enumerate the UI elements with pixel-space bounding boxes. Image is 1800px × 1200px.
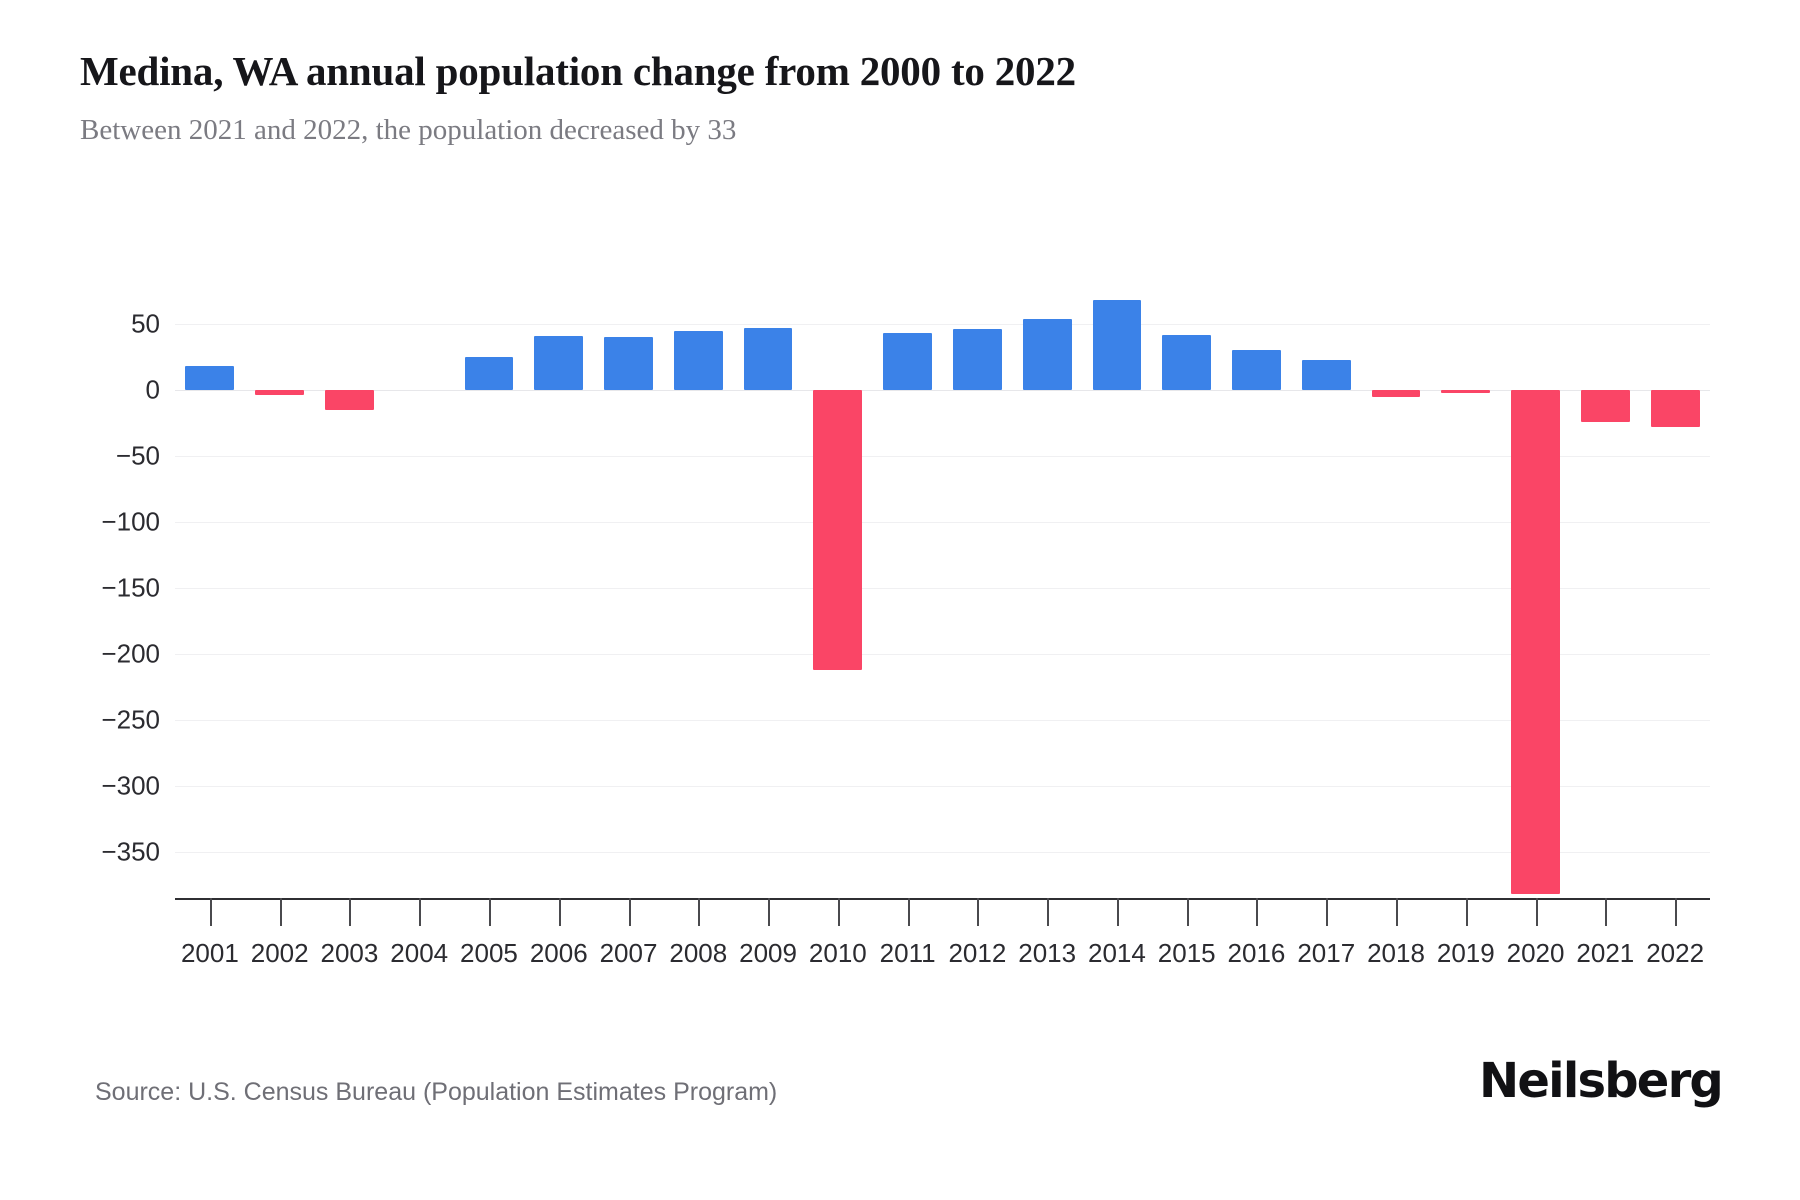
bar-2003[interactable]	[325, 390, 374, 410]
chart-subtitle: Between 2021 and 2022, the population de…	[80, 114, 737, 147]
source-note: Source: U.S. Census Bureau (Population E…	[95, 1078, 778, 1106]
bar-2016[interactable]	[1232, 350, 1281, 390]
bar-2012[interactable]	[952, 329, 1002, 390]
x-axis-tick-label: 2006	[529, 938, 588, 968]
brand-logo: Neilsberg	[1479, 1053, 1724, 1109]
bar-2018[interactable]	[1371, 390, 1421, 397]
x-axis-tick-label: 2010	[808, 938, 867, 968]
gridline	[175, 456, 1710, 457]
y-axis-tick-labels: 50 0 −50 −100 −150 −200 −250 −300 −350	[70, 0, 160, 1200]
x-axis-tick-mark	[1535, 898, 1538, 926]
x-axis-tick-label: 2018	[1367, 938, 1425, 968]
x-axis-tick-mark	[558, 898, 561, 926]
bar-2010[interactable]	[813, 390, 863, 670]
x-axis-tick-mark	[1675, 898, 1678, 926]
x-axis-tick-label: 2007	[599, 938, 658, 968]
page-title: Medina, WA annual population change from…	[80, 48, 1076, 94]
bar-2011[interactable]	[883, 333, 933, 390]
x-axis-tick-label: 2016	[1227, 938, 1286, 968]
x-axis-tick-label: 2009	[739, 938, 797, 968]
x-axis-tick-mark	[1326, 898, 1329, 926]
x-axis-tick-mark	[907, 898, 910, 926]
y-axis-tick-label: −350	[101, 836, 160, 867]
x-axis-tick-label: 2015	[1157, 938, 1216, 968]
x-axis-tick-mark	[768, 898, 771, 926]
x-axis-line	[175, 898, 1710, 900]
x-axis-tick-label: 2017	[1297, 938, 1356, 968]
bar-2013[interactable]	[1022, 318, 1072, 390]
bar-2020[interactable]	[1511, 390, 1560, 895]
x-axis-tick-mark	[488, 898, 491, 926]
x-axis-tick-mark	[1605, 898, 1608, 926]
x-axis-tick-label: 2002	[250, 938, 309, 968]
zero-line	[175, 390, 1710, 391]
x-axis-tick-mark	[1116, 898, 1119, 926]
x-axis-tick-label: 2019	[1436, 938, 1495, 968]
y-axis-tick-label: −50	[115, 440, 160, 471]
x-axis-tick-mark	[349, 898, 352, 926]
bar-2022[interactable]	[1650, 390, 1700, 427]
x-axis-tick-label: 2001	[180, 938, 239, 968]
bar-2014[interactable]	[1092, 300, 1142, 390]
gridline	[175, 654, 1710, 655]
y-axis-tick-label: −300	[101, 770, 160, 801]
bar-2021[interactable]	[1580, 390, 1630, 422]
y-axis-tick-label: 50	[131, 308, 160, 339]
x-axis-tick-mark	[837, 898, 840, 926]
x-axis-tick-mark	[419, 898, 422, 926]
y-axis-tick-label: −150	[101, 572, 160, 603]
bar-2009[interactable]	[743, 327, 793, 390]
x-axis-tick-mark	[698, 898, 701, 926]
bar-2002[interactable]	[255, 390, 305, 396]
x-axis-tick-mark	[628, 898, 631, 926]
x-axis-tick-label: 2014	[1088, 938, 1146, 968]
x-axis-tick-label: 2004	[390, 938, 449, 968]
x-axis-tick-mark	[1256, 898, 1259, 926]
x-axis-tick-label: 2020	[1506, 938, 1565, 968]
x-axis-tick-mark	[1186, 898, 1189, 926]
x-axis-tick-label: 2003	[320, 938, 379, 968]
gridline	[175, 852, 1710, 853]
gridline	[175, 720, 1710, 721]
bar-2015[interactable]	[1162, 334, 1212, 390]
bar-2019[interactable]	[1441, 390, 1491, 393]
x-axis-tick-mark	[1465, 898, 1468, 926]
bar-2005[interactable]	[464, 357, 514, 390]
chart-header: Medina, WA annual population change from…	[80, 48, 1730, 148]
gridline	[175, 522, 1710, 523]
bar-2006[interactable]	[534, 335, 584, 390]
y-axis-tick-label: −200	[101, 638, 160, 669]
gridline	[175, 588, 1710, 589]
x-axis-tick-label: 2012	[948, 938, 1007, 968]
x-axis-tick-label: 2005	[460, 938, 518, 968]
x-axis-tick-label: 2022	[1646, 938, 1705, 968]
bar-2007[interactable]	[604, 337, 653, 390]
y-axis-tick-label: 0	[145, 374, 160, 405]
x-axis-tick-mark	[209, 898, 212, 926]
x-axis-tick-mark	[279, 898, 282, 926]
y-axis-tick-label: −250	[101, 704, 160, 735]
x-axis-tick-label: 2021	[1576, 938, 1635, 968]
x-axis-tick-mark	[1396, 898, 1399, 926]
gridline	[175, 786, 1710, 787]
x-axis-tick-label: 2011	[879, 938, 936, 968]
x-axis-tick-label: 2008	[669, 938, 728, 968]
bar-2008[interactable]	[673, 330, 723, 390]
y-axis-tick-label: −100	[101, 506, 160, 537]
bar-2017[interactable]	[1301, 359, 1351, 390]
bar-series	[175, 0, 1710, 1200]
x-axis-tick-mark	[1047, 898, 1050, 926]
x-axis-tick-label: 2013	[1018, 938, 1077, 968]
x-axis-tick-mark	[977, 898, 980, 926]
gridline	[175, 324, 1710, 325]
bar-2001[interactable]	[185, 366, 235, 390]
